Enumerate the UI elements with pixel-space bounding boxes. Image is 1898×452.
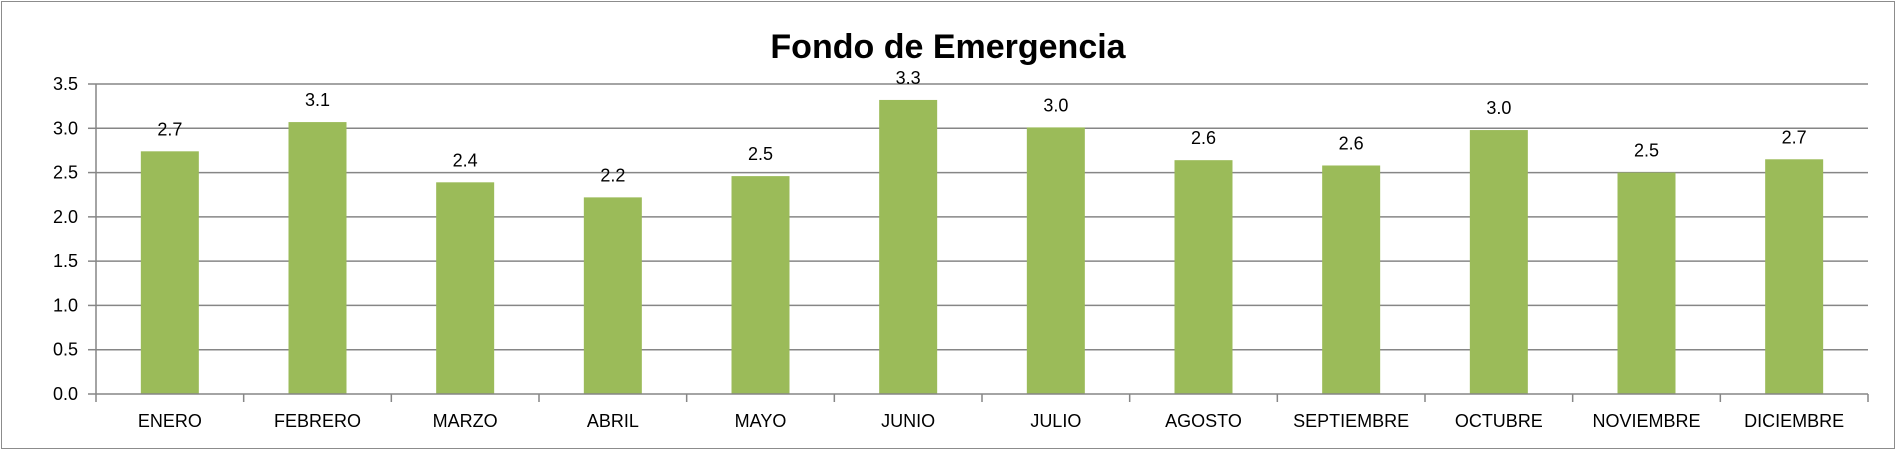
data-label: 2.2 xyxy=(600,165,625,185)
chart-title: Fondo de Emergencia xyxy=(770,28,1126,66)
x-tick-label: SEPTIEMBRE xyxy=(1293,411,1409,431)
bars xyxy=(140,99,1824,395)
x-tick-label: JULIO xyxy=(1030,411,1081,431)
y-tick-label: 2.0 xyxy=(53,207,78,227)
data-label: 2.5 xyxy=(748,144,773,164)
bar xyxy=(879,99,938,394)
x-tick-label: NOVIEMBRE xyxy=(1592,411,1700,431)
y-tick-label: 3.5 xyxy=(53,74,78,94)
x-tick-label: MARZO xyxy=(433,411,498,431)
bar xyxy=(1617,172,1676,394)
x-tick-label: JUNIO xyxy=(881,411,935,431)
x-tick-label: AGOSTO xyxy=(1165,411,1242,431)
bar xyxy=(1026,127,1085,395)
data-label: 2.4 xyxy=(453,150,478,170)
bar xyxy=(1765,159,1824,394)
y-tick-label: 1.0 xyxy=(53,295,78,315)
y-tick-label: 0.5 xyxy=(53,340,78,360)
data-label: 3.0 xyxy=(1043,95,1068,115)
data-label: 3.0 xyxy=(1486,98,1511,118)
bar xyxy=(140,151,199,394)
bar xyxy=(436,182,495,394)
x-tick-label: DICIEMBRE xyxy=(1744,411,1844,431)
data-label: 2.5 xyxy=(1634,141,1659,161)
x-tick-label: FEBRERO xyxy=(274,411,361,431)
data-label: 2.6 xyxy=(1191,128,1216,148)
bar xyxy=(731,176,790,394)
x-tick-label: ENERO xyxy=(138,411,202,431)
bar xyxy=(1174,160,1233,394)
axes xyxy=(88,83,1869,402)
bar xyxy=(583,197,642,394)
bar xyxy=(288,122,347,394)
y-tick-label: 0.0 xyxy=(53,384,78,404)
x-tick-label: OCTUBRE xyxy=(1455,411,1543,431)
data-label: 2.6 xyxy=(1339,133,1364,153)
x-tick-label: MAYO xyxy=(735,411,787,431)
labels: 0.0 0.5 1.0 1.5 2.0 2.5 3.0 3.5 2.7 ENERO 3.1 FEBRE… xyxy=(53,68,1844,431)
data-label: 3.3 xyxy=(896,68,921,88)
data-label: 2.7 xyxy=(157,119,182,139)
x-tick-label: ABRIL xyxy=(587,411,639,431)
bar xyxy=(1322,165,1381,394)
y-tick-label: 3.0 xyxy=(53,118,78,138)
y-tick-label: 1.5 xyxy=(53,251,78,271)
data-label: 3.1 xyxy=(305,90,330,110)
y-tick-label: 2.5 xyxy=(53,163,78,183)
gridlines xyxy=(96,83,1868,351)
bar xyxy=(1469,130,1528,395)
data-label: 2.7 xyxy=(1782,127,1807,147)
